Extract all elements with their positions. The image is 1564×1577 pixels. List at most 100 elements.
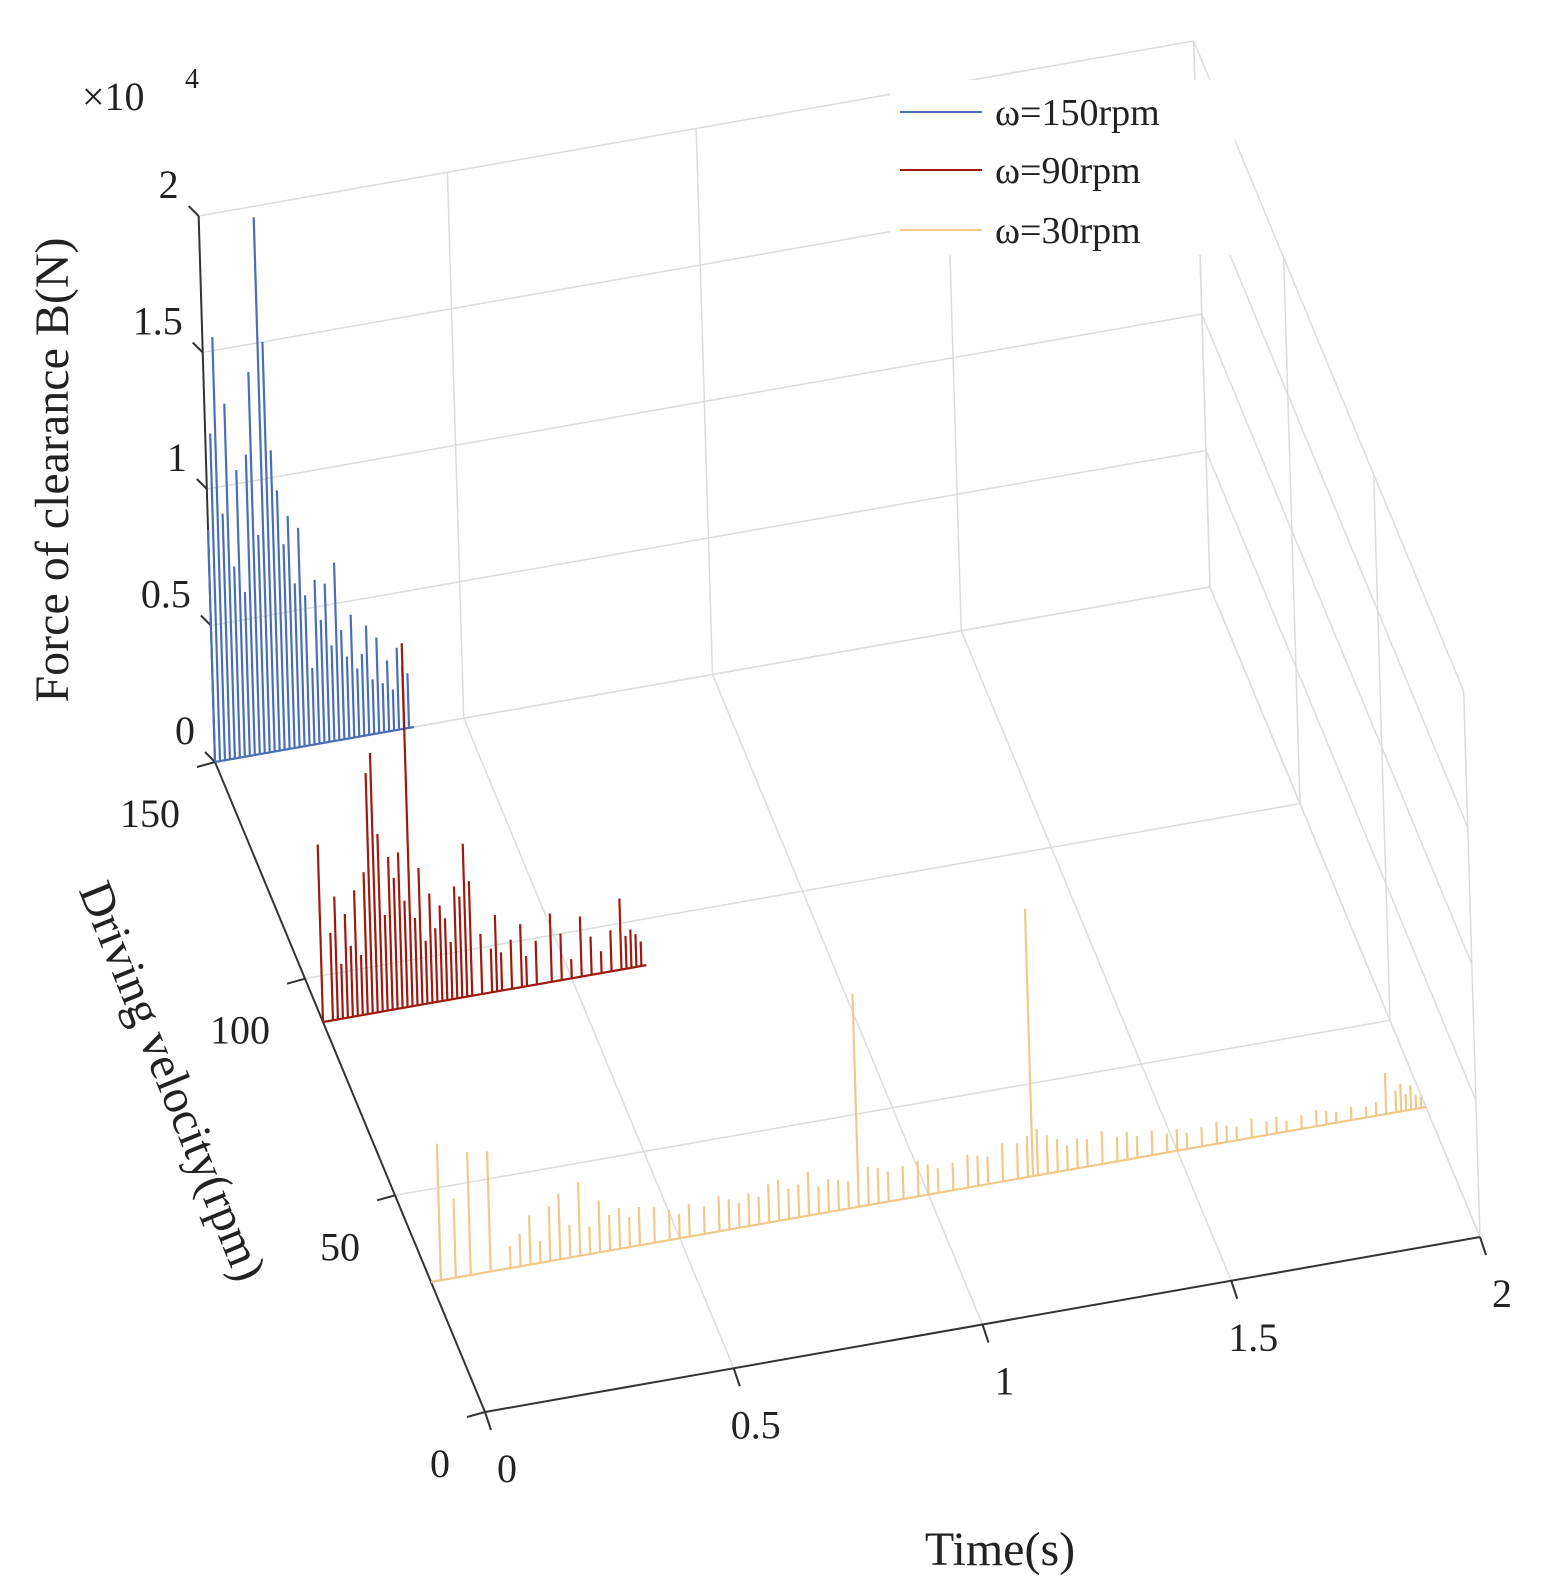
force-stem — [1085, 1139, 1089, 1167]
x-tick-label: 1 — [995, 1359, 1015, 1404]
force-stem — [352, 890, 359, 1016]
y-tick-label: 0 — [430, 1441, 450, 1486]
axis-layer — [187, 205, 1487, 1431]
force-stem — [339, 630, 346, 740]
force-stem — [1023, 908, 1035, 1177]
force-stem — [951, 1162, 955, 1191]
force-stem — [452, 1198, 457, 1278]
force-stem — [244, 454, 256, 756]
y-tick-mark — [376, 1194, 396, 1202]
force-stem — [589, 936, 593, 975]
back-wall-grid-line-force — [210, 449, 1207, 627]
force-stem — [524, 956, 529, 987]
force-stem — [634, 934, 638, 967]
force-stem — [717, 1195, 721, 1232]
force-stem — [1175, 1128, 1179, 1151]
z-tick-mark — [196, 478, 208, 490]
force-stem — [362, 872, 369, 1015]
force-stem — [466, 1152, 472, 1276]
z-tick-label: 1.5 — [133, 299, 183, 344]
force-stem — [557, 1193, 562, 1260]
z-tick-mark — [204, 751, 216, 763]
force-stem — [527, 1215, 532, 1265]
force-stem — [547, 1206, 552, 1262]
force-stem — [570, 959, 573, 979]
y-tick-label: 100 — [210, 1008, 270, 1053]
force-stem — [1055, 1138, 1059, 1172]
floor-grid-line-velocity — [394, 1019, 1391, 1197]
x-tick-label: 0.5 — [731, 1402, 781, 1447]
force-stem — [576, 1182, 582, 1256]
force-stem — [609, 930, 613, 972]
force-stem — [836, 1180, 841, 1211]
force-stem — [548, 913, 553, 982]
x-axis-title: Time(s) — [925, 1523, 1075, 1576]
force-stem — [1200, 1127, 1204, 1147]
force-stem — [211, 337, 227, 761]
force-stem — [1115, 1136, 1119, 1162]
force-stem — [518, 1233, 522, 1267]
force-stem — [687, 1203, 691, 1237]
y-axis-line — [214, 761, 486, 1413]
force-stem — [1383, 1073, 1388, 1115]
force-stem — [371, 679, 376, 735]
legend-label-90rpm: ω=90rpm — [995, 150, 1141, 192]
force-stem — [1250, 1118, 1253, 1138]
force-stem — [493, 914, 499, 992]
floor-grid-line-time — [960, 630, 1232, 1282]
force-stem — [243, 592, 251, 756]
series-layer — [206, 217, 1427, 1284]
force-stem — [223, 403, 236, 759]
force-stem — [349, 945, 354, 1017]
force-stem — [206, 529, 217, 763]
force-stem — [330, 645, 336, 742]
force-stem — [1015, 1143, 1020, 1179]
z-tick-label: 1 — [167, 435, 187, 480]
force-stem — [1215, 1121, 1219, 1144]
force-stem — [323, 583, 331, 742]
force-stem — [319, 619, 326, 743]
force-stem — [375, 637, 381, 734]
force-stem — [400, 643, 414, 1007]
force-stem — [286, 515, 296, 749]
x-tick-label: 2 — [1492, 1271, 1512, 1316]
force-stem — [727, 1199, 731, 1230]
force-stem — [396, 852, 404, 1009]
force-stem — [293, 583, 301, 748]
force-stem — [221, 513, 232, 760]
force-stem — [392, 877, 399, 1009]
force-stem — [846, 1181, 850, 1209]
force-stem — [901, 1166, 905, 1199]
force-stem — [677, 1213, 681, 1239]
force-stem — [345, 656, 351, 739]
force-stem — [1035, 1128, 1040, 1176]
force-stem — [467, 881, 474, 996]
force-stem — [282, 544, 291, 749]
force-stem — [449, 941, 454, 1000]
force-stem — [261, 341, 276, 752]
z-exponent-text: 4 — [185, 64, 199, 95]
force-stem — [1045, 1135, 1049, 1174]
force-stem — [209, 433, 222, 762]
force-stem — [1065, 1145, 1069, 1171]
back-wall-grid-line-force — [198, 40, 1194, 217]
force-stem — [607, 1214, 612, 1251]
force-stem — [313, 579, 321, 744]
force-stem — [926, 1164, 930, 1195]
force-stem — [568, 1224, 572, 1258]
force-stem — [652, 1207, 656, 1243]
z-axis-title: Force of clearance B(N) — [26, 237, 79, 702]
force-stem — [479, 933, 484, 995]
force-stem — [486, 1151, 492, 1272]
x-tick-label: 0 — [497, 1446, 517, 1491]
legend-label-150rpm: ω=150rpm — [995, 92, 1160, 134]
force-stem — [376, 834, 384, 1012]
force-stem — [391, 689, 396, 731]
force-stem — [886, 1171, 890, 1202]
force-stem — [349, 614, 356, 738]
force-stem — [364, 625, 371, 735]
y-tick-label: 150 — [120, 791, 180, 836]
force-stem — [385, 660, 391, 732]
series-30rpm — [430, 908, 1427, 1284]
